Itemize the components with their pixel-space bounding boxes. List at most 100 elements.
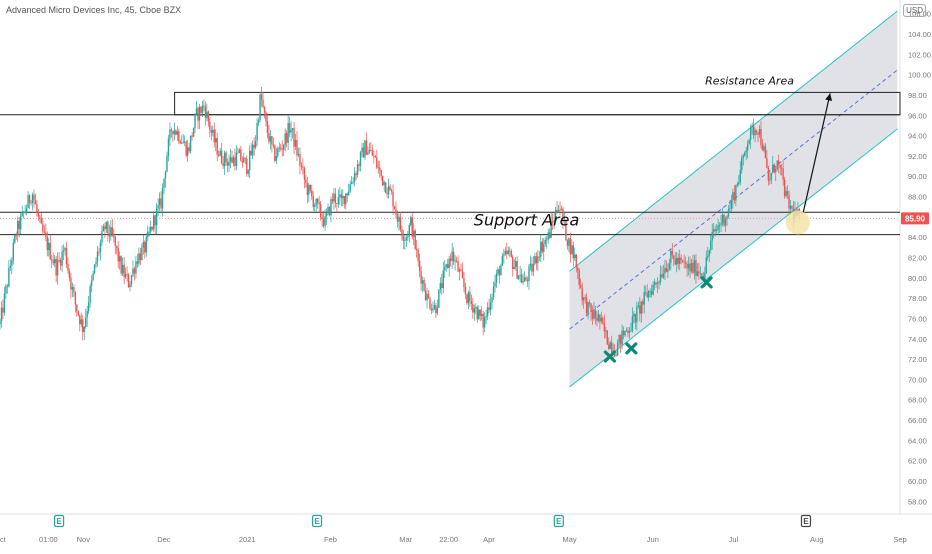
candle-body: [417, 250, 419, 261]
candle-body: [104, 226, 106, 230]
y-tick-label: 74.00: [908, 335, 927, 344]
candle-body: [117, 248, 119, 262]
candle-body: [783, 179, 786, 197]
candle-body: [277, 148, 279, 156]
candle-body: [466, 294, 468, 304]
candle-body: [701, 273, 703, 276]
candle-body: [215, 138, 217, 143]
candle-body: [126, 273, 128, 275]
candle-body: [271, 136, 273, 145]
candle-body: [402, 236, 405, 241]
candle-body: [82, 319, 84, 333]
candle-body: [263, 106, 266, 113]
candle-body: [712, 229, 715, 232]
candle-body: [652, 284, 654, 295]
candle-body: [733, 192, 736, 201]
candle-body: [197, 108, 199, 121]
candle-body: [705, 257, 707, 274]
candle-body: [49, 242, 51, 260]
currency-badge[interactable]: USD: [903, 4, 926, 17]
candle-body: [692, 262, 694, 273]
candle-body: [95, 261, 97, 265]
candle-body: [659, 274, 662, 282]
candle-body: [350, 182, 353, 185]
candle-body: [249, 150, 251, 171]
candle-body: [574, 254, 576, 259]
candle-body: [616, 342, 619, 356]
candle-body: [59, 259, 62, 266]
pivot-low-marker: [700, 276, 713, 289]
candle-body: [785, 190, 787, 197]
candle-body: [585, 297, 588, 314]
candle-body: [568, 238, 570, 246]
candle-body: [603, 323, 606, 332]
candle-body: [380, 169, 382, 176]
candle-body: [449, 258, 452, 261]
candle-body: [124, 273, 127, 278]
candle-body: [297, 154, 300, 156]
candle-body: [563, 219, 566, 221]
candle-body: [538, 256, 541, 258]
earnings-event-icon[interactable]: E: [311, 514, 323, 528]
support-area-label: Support Area: [474, 210, 580, 229]
y-tick-label: 64.00: [908, 436, 927, 445]
candle-body: [665, 267, 668, 272]
candle-body: [786, 190, 789, 195]
candle-body: [483, 317, 486, 328]
candle-body: [779, 164, 781, 168]
candle-body: [624, 330, 626, 336]
x-tick-label: Oct: [0, 535, 7, 544]
candle-body: [773, 164, 775, 173]
candle-body: [278, 147, 280, 149]
candle-body: [136, 261, 139, 264]
candle-body: [371, 150, 374, 156]
candle-body: [343, 196, 345, 205]
candle-body: [522, 281, 524, 283]
candle-body: [581, 287, 583, 301]
candle-body: [305, 179, 307, 184]
candle-body: [531, 263, 533, 272]
candle-body: [551, 221, 554, 223]
candle-body: [247, 170, 249, 174]
candle-body: [327, 206, 329, 214]
candle-body: [251, 144, 254, 156]
candle-body: [452, 251, 455, 262]
earnings-event-icon[interactable]: E: [800, 514, 812, 528]
candle-body: [436, 307, 439, 314]
candle-body: [631, 316, 634, 331]
candle-body: [727, 209, 730, 217]
x-tick-label: Apr: [483, 535, 495, 544]
candle-body: [244, 157, 246, 159]
candle-body: [782, 168, 784, 180]
y-tick-label: 96.00: [908, 111, 927, 120]
candle-body: [557, 209, 560, 212]
candle-body: [123, 264, 125, 278]
chart-title: Advanced Micro Devices Inc, 45, Cboe BZX: [6, 5, 182, 15]
candle-body: [118, 256, 121, 262]
candle-body: [646, 292, 648, 298]
candle-body: [274, 145, 276, 161]
candle-body: [562, 208, 564, 221]
candle-body: [418, 260, 421, 271]
candle-body: [367, 152, 369, 155]
candle-body: [514, 260, 517, 268]
candle-body: [6, 285, 9, 287]
earnings-event-icon[interactable]: E: [54, 514, 65, 528]
candle-body: [506, 250, 508, 254]
candle-body: [291, 128, 294, 130]
candle-body: [778, 160, 780, 165]
earnings-event-icon[interactable]: E: [553, 514, 564, 528]
candle-body: [226, 162, 229, 166]
candle-body: [98, 251, 100, 253]
candle-body: [553, 221, 555, 222]
candle-body: [658, 281, 660, 284]
candle-body: [423, 280, 425, 291]
candle-body: [720, 223, 722, 225]
candle-body: [147, 231, 149, 238]
price-highlight-circle: [785, 210, 810, 235]
candle-body: [283, 144, 285, 150]
candle-body: [293, 128, 295, 147]
candle-body: [121, 264, 124, 274]
